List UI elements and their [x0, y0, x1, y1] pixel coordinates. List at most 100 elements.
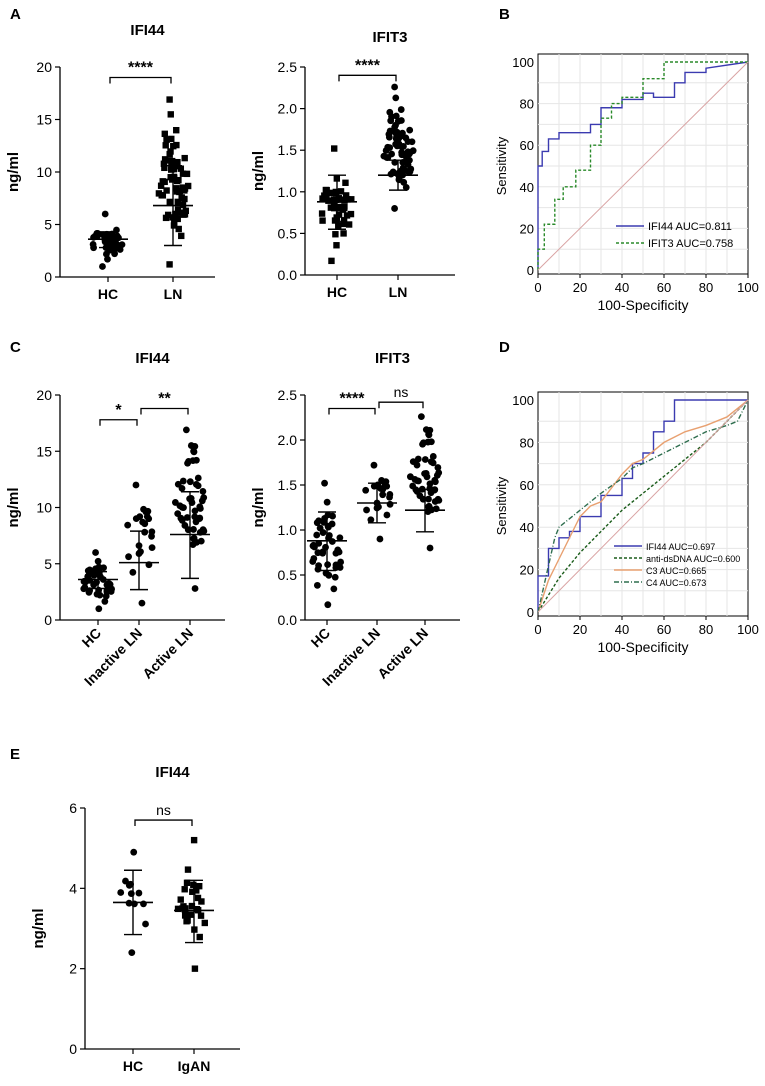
- data-point: [157, 182, 165, 189]
- data-point: [191, 965, 199, 972]
- data-point: [101, 598, 109, 605]
- data-point: [434, 495, 442, 503]
- data-point: [409, 147, 417, 155]
- data-point: [370, 482, 378, 490]
- data-point: [394, 117, 402, 125]
- chart-c2-y-tick-label: 2.0: [278, 432, 298, 448]
- data-point: [177, 896, 184, 903]
- chart-a1-y-tick-label: 5: [44, 217, 52, 233]
- data-point: [318, 210, 326, 217]
- data-point: [132, 515, 140, 523]
- data-point: [335, 195, 342, 202]
- data-point: [322, 569, 330, 577]
- data-point: [201, 919, 208, 927]
- data-point: [95, 605, 103, 613]
- data-point: [160, 160, 168, 167]
- data-point: [323, 498, 331, 506]
- data-point: [183, 879, 191, 887]
- data-point: [162, 142, 169, 149]
- data-point: [183, 170, 191, 178]
- data-point: [388, 113, 395, 121]
- data-point: [415, 477, 422, 485]
- data-point: [172, 210, 179, 218]
- chart-c1-y-tick-label: 0: [44, 612, 52, 628]
- chart-a1-y-tick-label: 20: [36, 59, 52, 75]
- chart-a2-y-tick-label: 0.5: [278, 225, 298, 241]
- data-point: [391, 123, 399, 131]
- chart-d-x-tick-label: 20: [573, 622, 587, 637]
- data-point: [330, 585, 338, 593]
- legend-label: IFI44 AUC=0.697: [646, 542, 715, 552]
- roc-curve: [537, 399, 748, 612]
- data-point: [182, 426, 190, 434]
- data-point: [117, 889, 125, 896]
- data-point: [194, 482, 202, 490]
- data-point: [129, 568, 137, 576]
- data-point: [340, 230, 347, 237]
- data-point: [316, 524, 324, 532]
- chart-e-x-tick-label: HC: [123, 1058, 143, 1074]
- chart-c2-y-tick-label: 1.5: [278, 477, 298, 493]
- data-point: [395, 134, 403, 142]
- chart-c1-y-tick-label: 10: [36, 500, 52, 516]
- legend-label: C3 AUC=0.665: [646, 566, 706, 576]
- data-point: [187, 442, 195, 449]
- chart-e-y-tick-label: 0: [69, 1041, 77, 1057]
- data-point: [347, 210, 355, 218]
- data-point: [392, 94, 400, 102]
- data-point: [336, 534, 344, 542]
- data-point: [184, 459, 191, 467]
- data-point: [386, 491, 394, 498]
- data-point: [199, 526, 207, 534]
- data-point: [320, 518, 328, 526]
- data-point: [166, 150, 173, 158]
- data-point: [429, 453, 437, 460]
- data-point: [319, 217, 326, 224]
- chart-d-x-tick-label: 60: [657, 622, 671, 637]
- data-point: [142, 920, 149, 928]
- chart-c1-title: IFI44: [135, 350, 170, 367]
- data-point: [125, 553, 132, 561]
- data-point: [335, 223, 342, 230]
- data-point: [425, 495, 432, 503]
- data-point: [161, 130, 168, 138]
- significance-label: ns: [394, 384, 409, 400]
- panel-label-d: D: [499, 339, 510, 356]
- chart-a2-y-tick-label: 1.0: [278, 184, 298, 200]
- data-point: [93, 590, 101, 598]
- data-point: [181, 154, 188, 162]
- data-point: [148, 528, 156, 536]
- chart-d-x-tick-label: 40: [615, 622, 629, 637]
- chart-c1-y-tick-label: 15: [36, 443, 52, 459]
- chart-a1-y-axis-label: ng/ml: [5, 152, 22, 192]
- data-point: [89, 240, 97, 248]
- data-point: [86, 576, 94, 584]
- data-point: [191, 585, 199, 592]
- data-point: [383, 154, 391, 161]
- data-point: [189, 888, 196, 895]
- chart-c2-y-tick-label: 0.0: [278, 612, 298, 628]
- chart-b-y-tick-label: 40: [520, 180, 534, 195]
- data-point: [334, 546, 342, 554]
- data-point: [178, 516, 186, 524]
- chart-a1-title: IFI44: [130, 22, 165, 39]
- data-point: [94, 557, 102, 565]
- chart-b-y-tick-label: 20: [520, 221, 534, 236]
- data-point: [328, 257, 335, 265]
- data-point: [115, 234, 122, 242]
- significance-bracket: [134, 819, 193, 827]
- data-point: [194, 474, 202, 482]
- chart-e-y-axis-label: ng/ml: [30, 909, 47, 949]
- data-point: [170, 142, 177, 150]
- data-point: [163, 136, 170, 144]
- chart-d-y-tick-label: 80: [520, 435, 534, 450]
- data-point: [192, 456, 200, 464]
- data-point: [105, 580, 113, 587]
- data-point: [125, 899, 133, 907]
- data-point: [315, 517, 323, 525]
- data-point: [417, 413, 425, 420]
- data-point: [174, 215, 181, 223]
- data-point: [363, 506, 370, 514]
- data-point: [190, 836, 198, 844]
- data-point: [174, 510, 182, 518]
